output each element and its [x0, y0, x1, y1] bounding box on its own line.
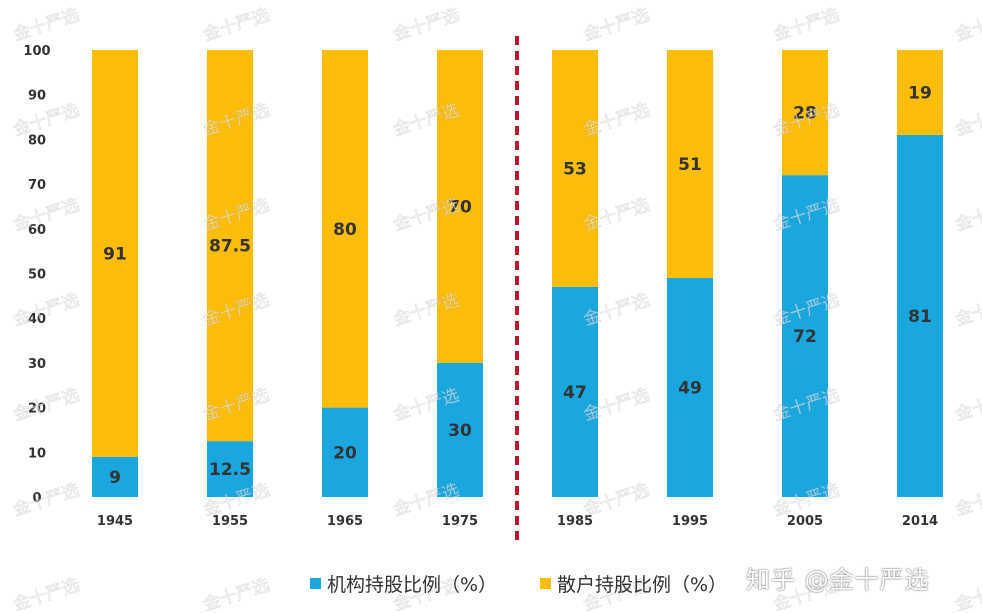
x-axis-ticks: 1945 1955 1965 1975 1985 1995 2005 2014 — [97, 514, 938, 529]
x-tick-label: 1975 — [442, 514, 478, 529]
bar-retail — [207, 50, 253, 442]
bars: 9 91 12.5 87.5 20 80 30 70 47 53 49 51 72 28 81 19 — [92, 50, 943, 497]
x-tick-label: 1955 — [212, 514, 248, 529]
x-tick-label: 1985 — [557, 514, 593, 529]
y-tick-label: 80 — [28, 133, 46, 148]
data-label-retail: 53 — [563, 159, 587, 179]
bar-retail — [782, 50, 828, 176]
y-tick-label: 90 — [28, 89, 46, 104]
legend-label-retail: 散户持股比例（%） — [557, 574, 728, 596]
bar-institutional — [207, 441, 253, 497]
data-label-retail: 28 — [793, 104, 817, 124]
data-label-retail: 91 — [103, 244, 127, 264]
bar-institutional — [437, 362, 483, 497]
watermark-text: 金十严选 — [201, 5, 272, 45]
watermark-text: 金十严选 — [953, 100, 982, 140]
watermark-text: 金十严选 — [11, 290, 82, 330]
x-tick-label: 1995 — [672, 514, 708, 529]
bar-retail — [92, 50, 138, 457]
y-tick-label: 0 — [32, 491, 41, 506]
data-label-institutional: 30 — [448, 421, 472, 441]
watermark-text: 金十严选 — [953, 290, 982, 330]
bar-retail — [667, 50, 713, 278]
watermark-text: 金十严选 — [11, 480, 82, 520]
legend-label-institutional: 机构持股比例（%） — [327, 574, 498, 596]
y-tick-label: 30 — [28, 357, 46, 372]
watermark-text: 金十严选 — [771, 5, 842, 45]
x-tick-label: 2005 — [787, 514, 823, 529]
legend: 机构持股比例（%） 散户持股比例（%） — [0, 570, 982, 600]
bar-retail — [437, 50, 483, 363]
y-tick-label: 50 — [28, 268, 46, 283]
bar-institutional — [322, 407, 368, 497]
watermark-text: 金十严选 — [391, 5, 462, 45]
data-label-institutional: 20 — [333, 443, 357, 463]
watermark-text: 金十严选 — [953, 195, 982, 235]
bar-institutional — [782, 175, 828, 497]
bar-institutional — [92, 456, 138, 497]
bar-institutional — [897, 134, 943, 497]
data-label-institutional: 49 — [678, 378, 702, 398]
y-axis-ticks: 0 10 20 30 40 50 60 70 80 90 100 — [23, 44, 50, 506]
legend-swatch-retail — [540, 578, 551, 589]
data-label-institutional: 12.5 — [209, 460, 251, 480]
watermark-text: 金十严选 — [953, 5, 982, 45]
bar-institutional — [552, 286, 598, 497]
x-tick-label: 2014 — [902, 514, 938, 529]
bar-retail — [897, 50, 943, 135]
legend-item-retail: 散户持股比例（%） — [540, 570, 727, 597]
watermark-text: 金十严选 — [953, 385, 982, 425]
bar-retail — [552, 50, 598, 287]
watermark-text: 金十严选 — [11, 100, 82, 140]
x-tick-label: 1945 — [97, 514, 133, 529]
watermark-text: 金十严选 — [953, 480, 982, 520]
data-label-institutional: 9 — [109, 468, 121, 488]
watermark-credit: 知乎 @金十严选 — [746, 566, 930, 594]
data-label-institutional: 81 — [908, 307, 932, 327]
y-tick-label: 20 — [28, 402, 46, 417]
bar-institutional — [667, 277, 713, 497]
watermark-text: 金十严选 — [11, 385, 82, 425]
watermark-text: 金十严选 — [11, 5, 82, 45]
bar-retail — [322, 50, 368, 408]
y-tick-label: 70 — [28, 178, 46, 193]
data-label-retail: 70 — [448, 197, 472, 217]
watermark-text: 金十严选 — [581, 5, 652, 45]
y-tick-label: 40 — [28, 312, 46, 327]
data-label-retail: 80 — [333, 220, 357, 240]
y-tick-label: 60 — [28, 223, 46, 238]
legend-swatch-institutional — [310, 578, 321, 589]
data-label-institutional: 47 — [563, 383, 587, 403]
data-label-retail: 87.5 — [209, 237, 251, 257]
y-tick-label: 100 — [23, 44, 50, 59]
x-tick-label: 1965 — [327, 514, 363, 529]
data-label-retail: 19 — [908, 83, 932, 103]
legend-item-institutional: 机构持股比例（%） — [310, 570, 497, 597]
y-tick-label: 10 — [28, 446, 46, 461]
data-label-institutional: 72 — [793, 327, 817, 347]
watermark-text: 金十严选 — [11, 195, 82, 235]
data-label-retail: 51 — [678, 155, 702, 175]
